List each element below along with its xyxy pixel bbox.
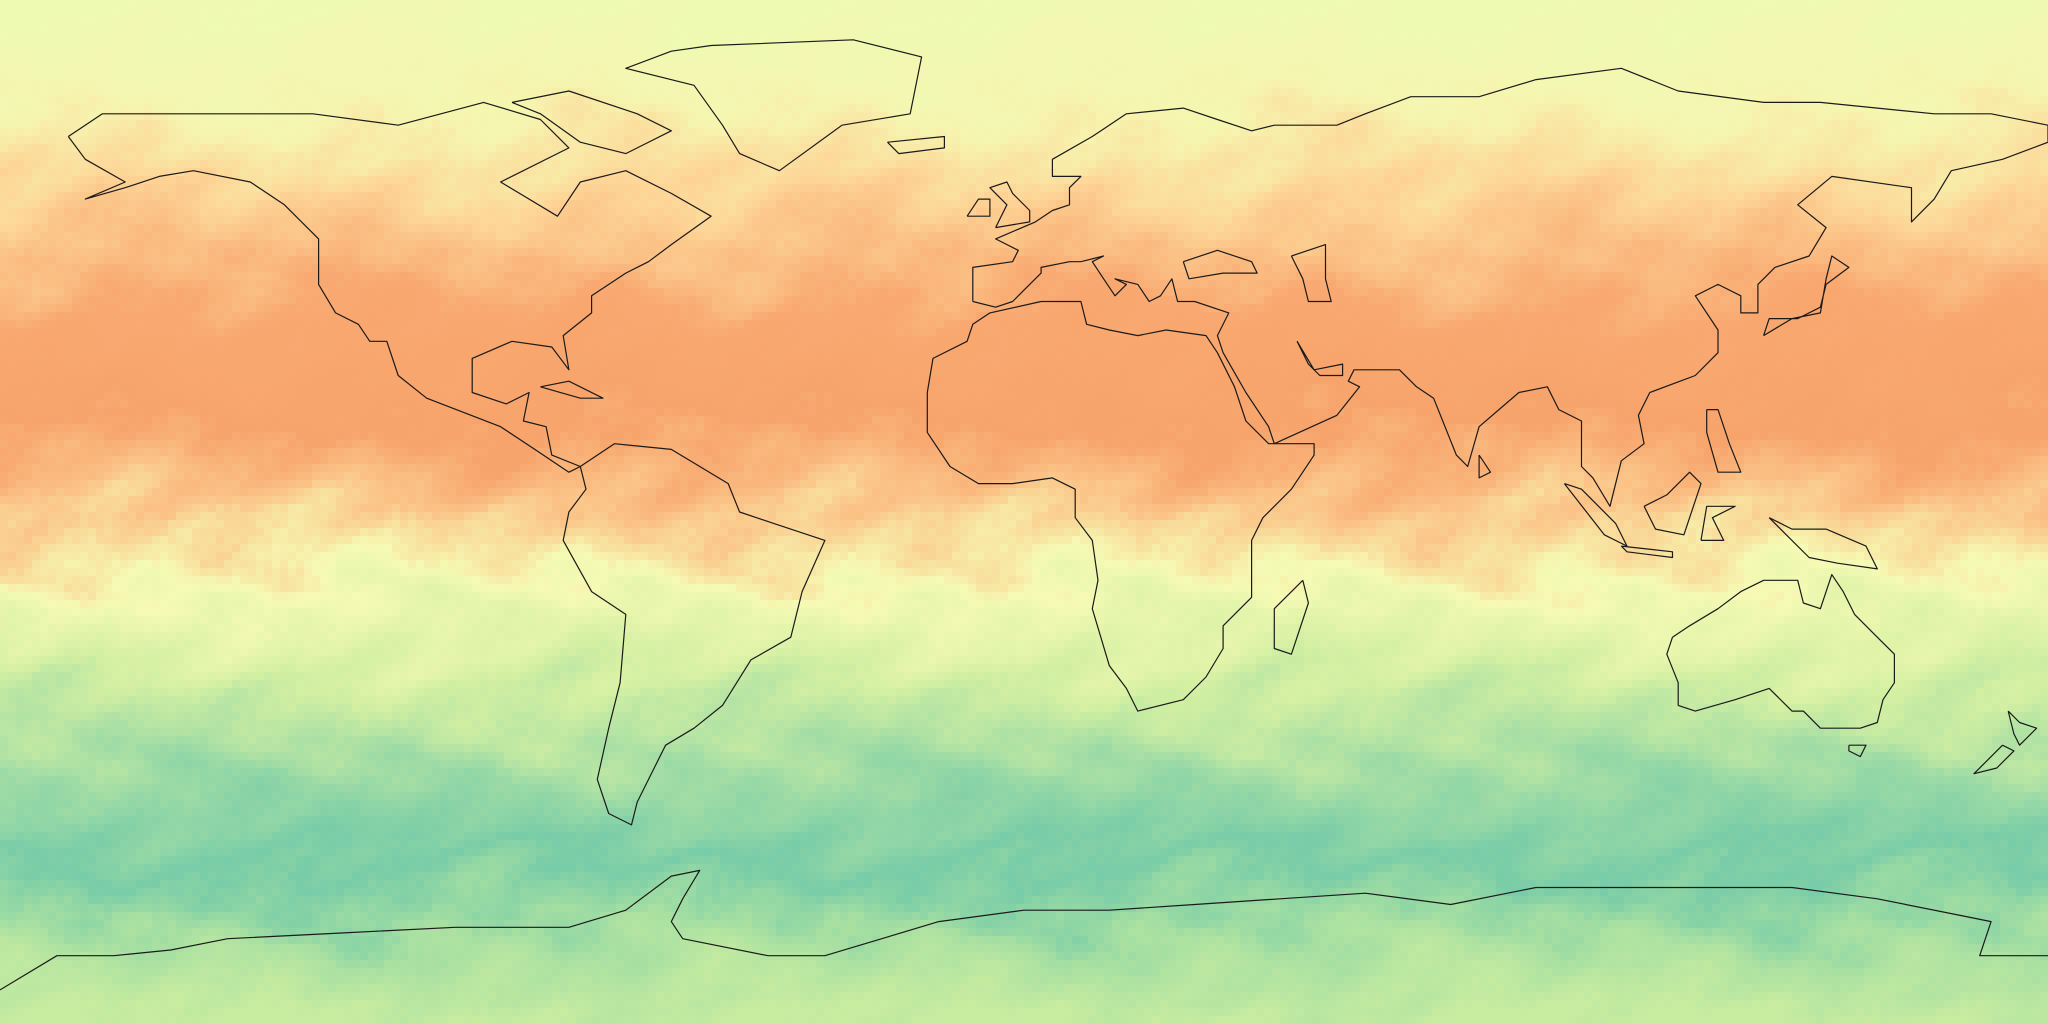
coastline-sulawesi (1700, 505, 1736, 541)
coastline-caspian (1290, 244, 1332, 303)
coastline-java (1620, 545, 1674, 559)
coastline-sumatra (1563, 483, 1628, 547)
coastline-africa (926, 300, 1315, 712)
coastline-eurasia (972, 67, 2048, 507)
coastline-antarctica (0, 869, 2048, 991)
coastline-australia (1666, 574, 1895, 729)
coastline-arabia-gulf (1296, 340, 1344, 377)
coastline-new-zealand-s (1973, 744, 2015, 775)
coastline-new-zealand-n (2007, 710, 2038, 746)
coastline-cuba (540, 380, 604, 399)
coastline-borneo (1643, 471, 1702, 536)
coastline-south-america (562, 443, 826, 826)
coastline-sri-lanka (1478, 454, 1492, 479)
coastline-baffin (511, 90, 672, 155)
coastline-black-sea (1182, 249, 1258, 280)
coastline-north-america (67, 101, 712, 473)
coastline-great-britain (989, 181, 1031, 229)
coastline-greenland (625, 39, 923, 172)
coastline-tasmania (1848, 744, 1867, 758)
coastline-ireland (966, 198, 991, 217)
coastline-new-guinea (1768, 517, 1878, 570)
coastline-madagascar (1273, 579, 1309, 655)
coastline-iceland (887, 135, 945, 155)
coastline-philippines (1706, 409, 1742, 473)
coastline-japan (1763, 255, 1850, 337)
